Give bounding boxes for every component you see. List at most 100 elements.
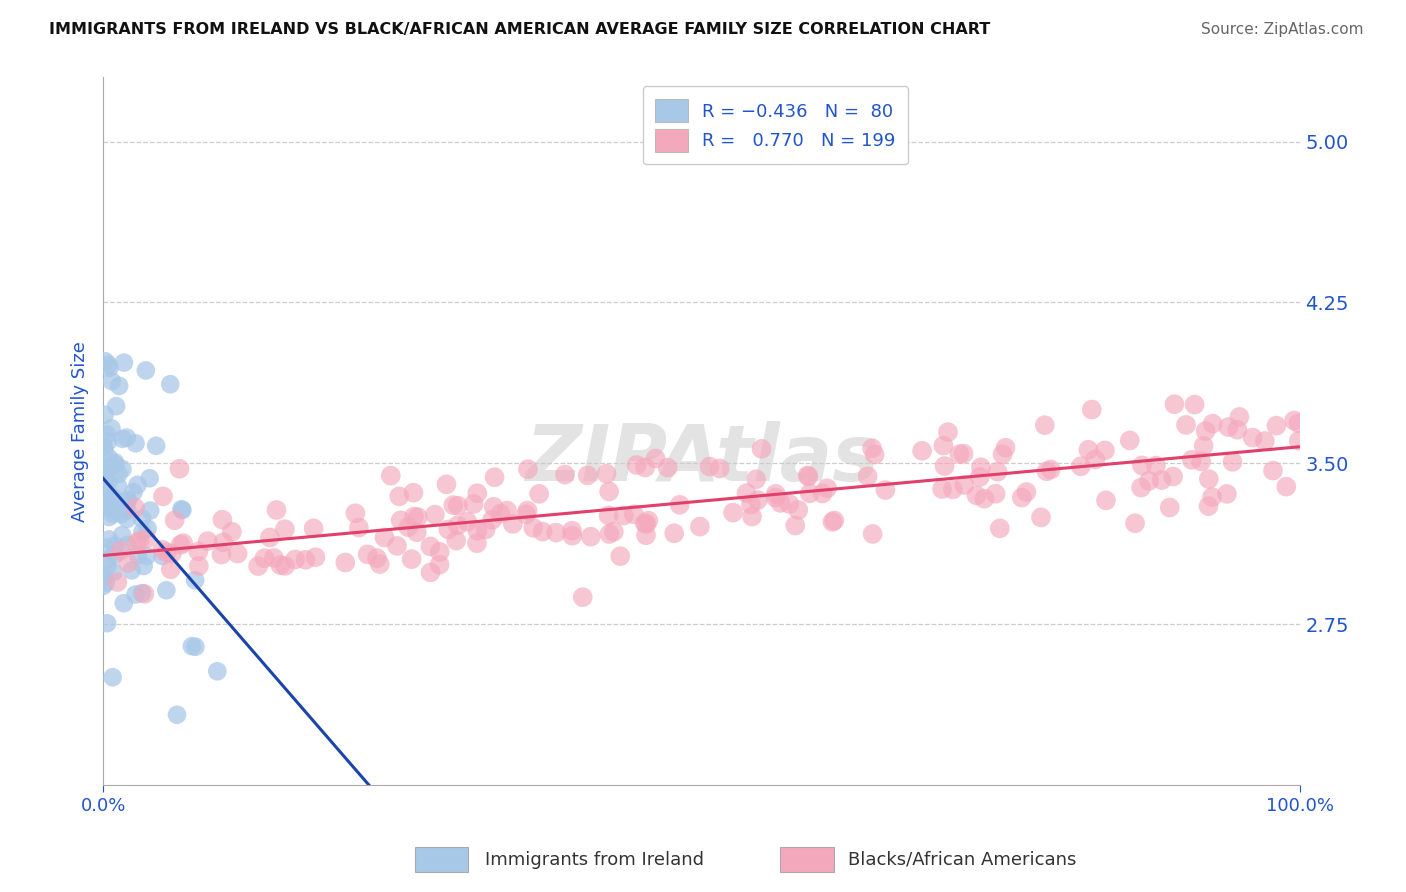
Point: [108, 379, 131, 393]
Point: [751, 442, 773, 456]
Point: [97, 450, 120, 465]
Point: [496, 503, 519, 517]
Point: [953, 478, 976, 492]
Point: [474, 523, 496, 537]
Point: [429, 545, 451, 559]
Point: [1189, 454, 1212, 468]
Point: [423, 508, 446, 522]
Point: [747, 493, 769, 508]
Point: [93, 570, 115, 584]
Point: [516, 462, 538, 476]
Point: [253, 551, 276, 566]
Point: [93, 439, 115, 453]
Point: [787, 503, 810, 517]
Point: [1130, 458, 1153, 473]
Point: [1130, 481, 1153, 495]
Point: [637, 514, 659, 528]
Point: [100, 421, 122, 435]
Point: [96, 616, 118, 631]
Point: [626, 458, 648, 472]
Point: [571, 590, 593, 604]
Point: [554, 467, 576, 482]
Point: [765, 491, 787, 505]
Point: [284, 552, 307, 566]
Point: [984, 487, 1007, 501]
Point: [579, 530, 602, 544]
Point: [598, 508, 620, 523]
Point: [934, 459, 956, 474]
Point: [823, 514, 845, 528]
Point: [105, 399, 128, 413]
Point: [1201, 490, 1223, 504]
Point: [444, 533, 467, 548]
Point: [1198, 499, 1220, 513]
Point: [98, 533, 121, 547]
Point: [131, 586, 153, 600]
Point: [104, 455, 127, 469]
Point: [127, 478, 149, 492]
Point: [988, 521, 1011, 535]
Point: [437, 523, 460, 537]
Point: [484, 470, 506, 484]
Point: [94, 576, 117, 591]
Point: [1198, 472, 1220, 486]
Point: [304, 550, 326, 565]
Point: [125, 536, 148, 550]
Point: [172, 536, 194, 550]
Point: [1070, 459, 1092, 474]
Text: Source: ZipAtlas.com: Source: ZipAtlas.com: [1201, 22, 1364, 37]
Point: [1275, 480, 1298, 494]
Point: [740, 498, 762, 512]
Point: [932, 438, 955, 452]
Point: [603, 524, 626, 539]
Point: [875, 483, 897, 497]
Point: [97, 558, 120, 573]
Point: [609, 549, 631, 564]
Point: [117, 538, 139, 552]
Point: [131, 524, 153, 539]
Point: [135, 532, 157, 546]
Point: [489, 507, 512, 521]
Point: [1123, 516, 1146, 531]
Point: [269, 558, 291, 573]
Point: [467, 524, 489, 538]
Point: [97, 434, 120, 449]
Point: [170, 502, 193, 516]
Point: [98, 361, 121, 376]
Point: [401, 552, 423, 566]
Point: [942, 483, 965, 497]
Point: [101, 507, 124, 521]
Text: IMMIGRANTS FROM IRELAND VS BLACK/AFRICAN AMERICAN AVERAGE FAMILY SIZE CORRELATIO: IMMIGRANTS FROM IRELAND VS BLACK/AFRICAN…: [49, 22, 990, 37]
Point: [436, 477, 458, 491]
Point: [1181, 452, 1204, 467]
Point: [429, 558, 451, 572]
Point: [207, 665, 229, 679]
Point: [1084, 452, 1107, 467]
Point: [1265, 418, 1288, 433]
Point: [561, 524, 583, 538]
Point: [160, 547, 183, 561]
Point: [104, 458, 127, 472]
Point: [221, 524, 243, 539]
Point: [1144, 458, 1167, 473]
Point: [111, 528, 134, 542]
Point: [131, 511, 153, 525]
Point: [107, 574, 129, 589]
Y-axis label: Average Family Size: Average Family Size: [72, 341, 89, 522]
Point: [124, 588, 146, 602]
Point: [948, 447, 970, 461]
Point: [184, 574, 207, 588]
Point: [531, 524, 554, 539]
Point: [115, 431, 138, 445]
Point: [1137, 474, 1160, 488]
Point: [156, 545, 179, 559]
Point: [139, 503, 162, 517]
Point: [274, 522, 297, 536]
Point: [406, 510, 429, 524]
Point: [136, 521, 159, 535]
Point: [973, 491, 995, 506]
Point: [107, 467, 129, 481]
Point: [389, 513, 412, 527]
Point: [128, 533, 150, 548]
Text: Blacks/African Americans: Blacks/African Americans: [848, 851, 1076, 869]
